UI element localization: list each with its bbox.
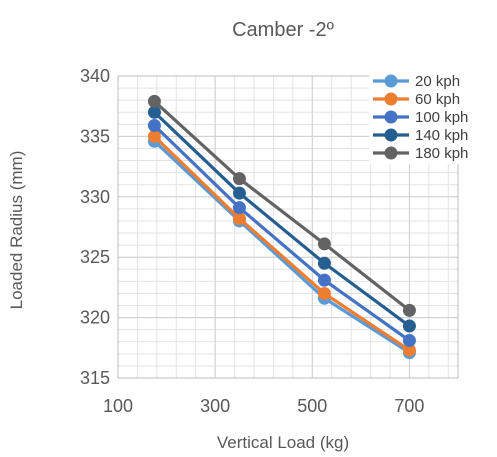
legend-label: 100 kph <box>415 109 468 126</box>
data-point <box>402 334 416 348</box>
x-axis-label: Vertical Load (kg) <box>217 433 349 452</box>
data-point <box>232 212 246 226</box>
data-point <box>317 256 331 270</box>
x-tick-label: 300 <box>200 396 230 416</box>
series-line <box>153 124 411 342</box>
axes: 315 320 325 330 335 340 100 300 500 700 <box>80 66 424 416</box>
data-point <box>402 319 416 333</box>
data-point <box>317 237 331 251</box>
x-tick-label: 500 <box>297 396 327 416</box>
legend-item: 180 kph <box>373 145 468 162</box>
y-tick-label: 315 <box>80 368 110 388</box>
legend-swatch-marker <box>384 110 398 124</box>
series-140-kph <box>147 105 416 333</box>
legend-label: 140 kph <box>415 127 468 144</box>
legend-label: 20 kph <box>415 73 460 90</box>
data-point <box>402 343 416 357</box>
series-line <box>153 140 411 354</box>
data-point <box>402 303 416 317</box>
y-tick-label: 335 <box>80 126 110 146</box>
data-point <box>232 201 246 215</box>
legend-swatch-marker <box>384 146 398 160</box>
series-180-kph <box>147 94 416 317</box>
data-point <box>317 273 331 287</box>
data-point <box>232 186 246 200</box>
data-point <box>317 286 331 300</box>
y-tick-label: 330 <box>80 187 110 207</box>
series-line <box>153 100 411 312</box>
legend-label: 180 kph <box>415 145 468 162</box>
chart-title: Camber -2º <box>232 19 334 41</box>
data-point <box>147 105 161 119</box>
legend-item: 60 kph <box>373 91 460 108</box>
data-point <box>147 119 161 133</box>
y-tick-label: 325 <box>80 247 110 267</box>
data-point <box>232 172 246 186</box>
y-tick-label: 340 <box>80 66 110 86</box>
data-point <box>147 129 161 143</box>
legend-swatch-marker <box>384 74 398 88</box>
legend-item: 20 kph <box>373 73 460 90</box>
series-60-kph <box>147 129 416 357</box>
y-axis-label: Loaded Radius (mm) <box>7 151 26 310</box>
series-lines <box>147 94 416 360</box>
plot-area-border <box>117 75 459 379</box>
legend-swatch-marker <box>384 92 398 106</box>
data-point <box>147 94 161 108</box>
x-tick-label: 700 <box>394 396 424 416</box>
series-line <box>153 111 411 328</box>
legend-label: 60 kph <box>415 91 460 108</box>
legend-item: 100 kph <box>373 109 468 126</box>
y-tick-label: 320 <box>80 308 110 328</box>
series-line <box>153 135 411 352</box>
series-100-kph <box>147 119 416 348</box>
legend-swatch-marker <box>384 128 398 142</box>
x-tick-label: 100 <box>103 396 133 416</box>
legend-item: 140 kph <box>373 127 468 144</box>
